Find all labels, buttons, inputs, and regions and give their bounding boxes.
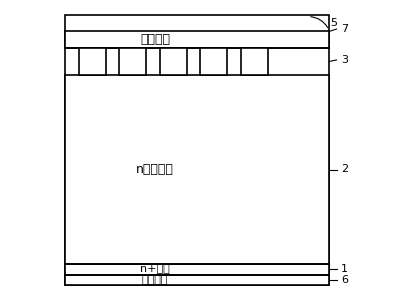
Bar (200, 48, 227, 75)
Bar (65, 15, 329, 285)
Text: 7: 7 (341, 24, 348, 34)
Text: 2: 2 (341, 164, 348, 175)
Text: 6: 6 (341, 275, 348, 285)
Bar (119, 48, 146, 75)
Bar (78, 48, 106, 75)
Bar (160, 48, 186, 75)
Text: 5: 5 (330, 17, 338, 28)
Text: 阴极金属: 阴极金属 (142, 275, 168, 285)
Text: n型漂移层: n型漂移层 (136, 163, 174, 176)
Bar (65, 75, 329, 264)
Text: 3: 3 (341, 55, 348, 65)
Bar (240, 48, 268, 75)
Text: n+衬底: n+衬底 (140, 264, 170, 274)
Text: 1: 1 (341, 264, 348, 274)
Bar (65, 32, 329, 48)
Bar (65, 264, 329, 274)
Bar (65, 274, 329, 285)
Text: 阳极金属: 阳极金属 (140, 33, 170, 46)
